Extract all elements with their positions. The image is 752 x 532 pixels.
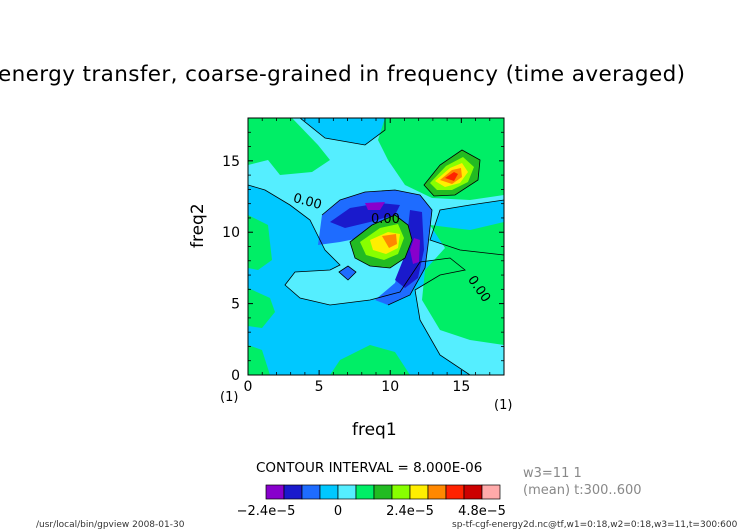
colorbar-swatch	[373, 484, 393, 500]
positive-peak-region	[382, 234, 397, 248]
y-axis-ticks: 0 5 10 15	[222, 131, 504, 384]
x-axis-ticks: 0 5 10 15	[244, 118, 491, 395]
contour-label: 0.00	[291, 191, 323, 213]
colorbar-swatch	[409, 484, 429, 500]
contour-field	[248, 118, 504, 375]
x-tick-label: 5	[315, 379, 324, 395]
x-tick-label: 0	[244, 379, 253, 395]
colorbar-swatch	[265, 484, 285, 500]
y-tick-label: 15	[222, 154, 240, 170]
positive-region	[248, 215, 272, 270]
negative-region	[410, 238, 420, 264]
footer-left: /usr/local/bin/gpview 2008-01-30	[36, 520, 185, 530]
contour-lines	[248, 118, 504, 375]
chart-title: energy transfer, coarse-grained in frequ…	[0, 62, 686, 87]
annotation-line1: w3=11 1	[523, 466, 582, 481]
negative-region	[330, 203, 400, 228]
colorbar-swatch	[427, 484, 447, 500]
negative-region	[365, 202, 385, 210]
colorbar-swatch	[337, 484, 357, 500]
y-tick-label: 5	[231, 297, 240, 313]
colorbar-label: 4.8e−5	[458, 504, 506, 519]
y-axis-unit: (1)	[220, 390, 239, 405]
negative-region	[395, 210, 424, 288]
positive-region	[248, 288, 275, 328]
positive-peak-region	[445, 172, 458, 181]
x-tick-label: 10	[381, 379, 399, 395]
colorbar-swatch	[301, 484, 321, 500]
colorbar-swatch	[391, 484, 411, 500]
y-tick-label: 0	[231, 368, 240, 384]
colorbar-swatch	[283, 484, 303, 500]
colorbar-swatch	[481, 484, 501, 500]
colorbar-swatch	[319, 484, 339, 500]
x-tick-label: 15	[452, 379, 470, 395]
annotation-line2: (mean) t:300..600	[523, 483, 642, 498]
colorbar-label: 0	[334, 504, 342, 519]
y-axis-label: freq2	[188, 203, 208, 248]
x-axis-unit: (1)	[494, 398, 513, 413]
positive-region	[248, 345, 270, 375]
colorbar-label: −2.4e−5	[237, 504, 296, 519]
contour-label: 0.00	[371, 212, 400, 227]
colorbar-swatch	[445, 484, 465, 500]
positive-region	[330, 345, 410, 375]
colorbar: −2.4e−5 0 2.4e−5 4.8e−5	[237, 484, 506, 519]
colorbar-swatch	[463, 484, 483, 500]
contour-interval-label: CONTOUR INTERVAL = 8.000E-06	[256, 460, 483, 476]
colorbar-label: 2.4e−5	[386, 504, 434, 519]
footer-right: sp-tf-cgf-energy2d.nc@tf,w1=0:18,w2=0:18…	[452, 520, 738, 530]
y-tick-label: 10	[222, 225, 240, 241]
colorbar-swatch	[355, 484, 375, 500]
x-axis-label: freq1	[352, 420, 397, 440]
positive-region	[248, 118, 330, 175]
